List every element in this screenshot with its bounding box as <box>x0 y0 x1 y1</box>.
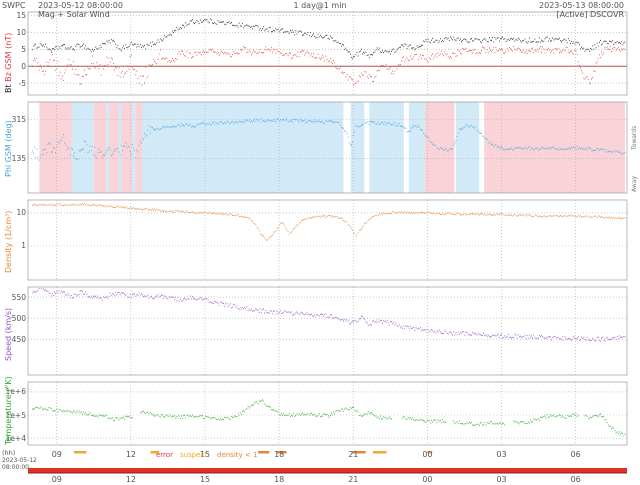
series-Bz <box>32 45 626 86</box>
hour-label-row2: 15 <box>199 475 211 484</box>
panel-frame-temperature <box>27 381 628 446</box>
y-tick-label: 1e+5 <box>5 410 26 420</box>
sector-band-towards <box>408 102 425 193</box>
speed-axis-label: Speed (km/s) <box>4 307 13 361</box>
panel-frame-phi <box>27 101 628 194</box>
quality-flag-suspect <box>372 451 387 454</box>
y-tick-label: 450 <box>11 334 26 344</box>
y-tick-label: 15 <box>16 10 26 20</box>
sector-band-towards <box>350 102 365 193</box>
sector-band-away <box>109 102 119 193</box>
y-tick-label: 315 <box>11 114 26 124</box>
hour-label-row2: 03 <box>496 475 507 484</box>
sector-band-towards <box>141 102 344 193</box>
sector-band-away <box>39 102 72 193</box>
y-tick-label: 10 <box>16 27 26 37</box>
quality-flag-density <box>258 451 270 454</box>
hour-label: 09 <box>51 450 62 459</box>
hour-label: 18 <box>274 450 285 459</box>
quality-flag-suspect <box>427 451 433 454</box>
hour-label-row2: 00 <box>422 475 433 484</box>
footer-start-date: 2023-05-12 <box>2 457 37 464</box>
footer-start-clock: 08:00:00 <box>2 464 29 471</box>
brand-label: SWPC <box>2 1 26 10</box>
y-tick-label: 1 <box>21 241 26 251</box>
y-tick-label: 5 <box>21 44 26 54</box>
y-tick-label: 1e+4 <box>5 433 26 443</box>
cadence-label: 1 day@1 min <box>293 1 347 10</box>
y-tick-label: 1e+6 <box>5 387 26 397</box>
hour-label: 15 <box>199 450 211 459</box>
y-tick-label: 135 <box>11 154 26 164</box>
hour-label-row2: 18 <box>274 475 285 484</box>
end-time-label: 2023-05-13 08:00:00 <box>539 1 624 10</box>
bt-axis-label: Bt <box>4 84 13 93</box>
sector-band-towards <box>118 102 122 193</box>
y-tick-label: 550 <box>11 292 26 302</box>
quality-flag-suspect <box>74 451 87 454</box>
legend-density-1: density < 1 <box>217 451 258 459</box>
hour-label: 21 <box>348 450 359 459</box>
y-tick-label: 500 <box>11 313 26 323</box>
away-label: Away <box>631 176 638 192</box>
hour-label: 12 <box>125 450 137 459</box>
timeline-bar-edge <box>28 472 627 474</box>
series-Speed <box>32 287 626 342</box>
panel-frame-speed <box>27 286 628 376</box>
start-time-label: 2023-05-12 08:00:00 <box>38 1 123 10</box>
bz-axis-label: Bz GSM (nT) <box>4 32 13 82</box>
quality-flag-density <box>351 451 366 454</box>
sector-band-towards <box>71 102 94 193</box>
density-axis-label: Density (1/cm³) <box>4 210 13 273</box>
series-Density <box>32 203 626 241</box>
hour-label: 03 <box>496 450 507 459</box>
mag-axis-label: Bt Bz GSM (nT) <box>4 33 13 93</box>
series-Phi <box>32 118 626 161</box>
temperature-axis-label: Temperature (°K) <box>4 376 13 445</box>
legend-error: error <box>156 451 173 459</box>
hour-label-row2: 06 <box>570 475 581 484</box>
plot-title: Mag + Solar Wind <box>38 10 110 19</box>
panel-frame-density <box>27 199 628 281</box>
hh-axis-label: (hh) <box>2 449 16 457</box>
sector-band-towards <box>106 102 110 193</box>
quality-flag-suspect <box>150 451 160 454</box>
hour-label-row2: 09 <box>51 475 62 484</box>
hour-label-row2: 12 <box>125 475 137 484</box>
legend-suspect: suspect <box>180 451 208 459</box>
y-tick-label: 0 <box>21 61 26 71</box>
hour-label: 06 <box>570 450 581 459</box>
hour-label: 00 <box>422 450 433 459</box>
sector-band-away <box>135 102 142 193</box>
sector-band-away <box>424 102 455 193</box>
panel-frame-mag <box>27 11 628 96</box>
sector-band-away <box>484 102 625 193</box>
series-Bt <box>32 18 626 60</box>
sector-band-towards <box>132 102 136 193</box>
sector-band-towards <box>369 102 404 193</box>
hour-label-row2: 21 <box>348 475 359 484</box>
phi-axis-label: Phi GSM (deg) <box>4 120 13 177</box>
timeline-bar <box>28 468 627 473</box>
series-Temperature <box>32 399 626 437</box>
quality-flag-density <box>276 451 287 454</box>
sector-band-towards <box>455 102 480 193</box>
y-tick-label: 10 <box>16 208 26 218</box>
status-label: [Active] DSCOVR <box>556 10 624 19</box>
y-tick-label: -5 <box>18 78 26 88</box>
sector-band-away <box>93 102 107 193</box>
towards-label: Towards <box>631 125 638 150</box>
